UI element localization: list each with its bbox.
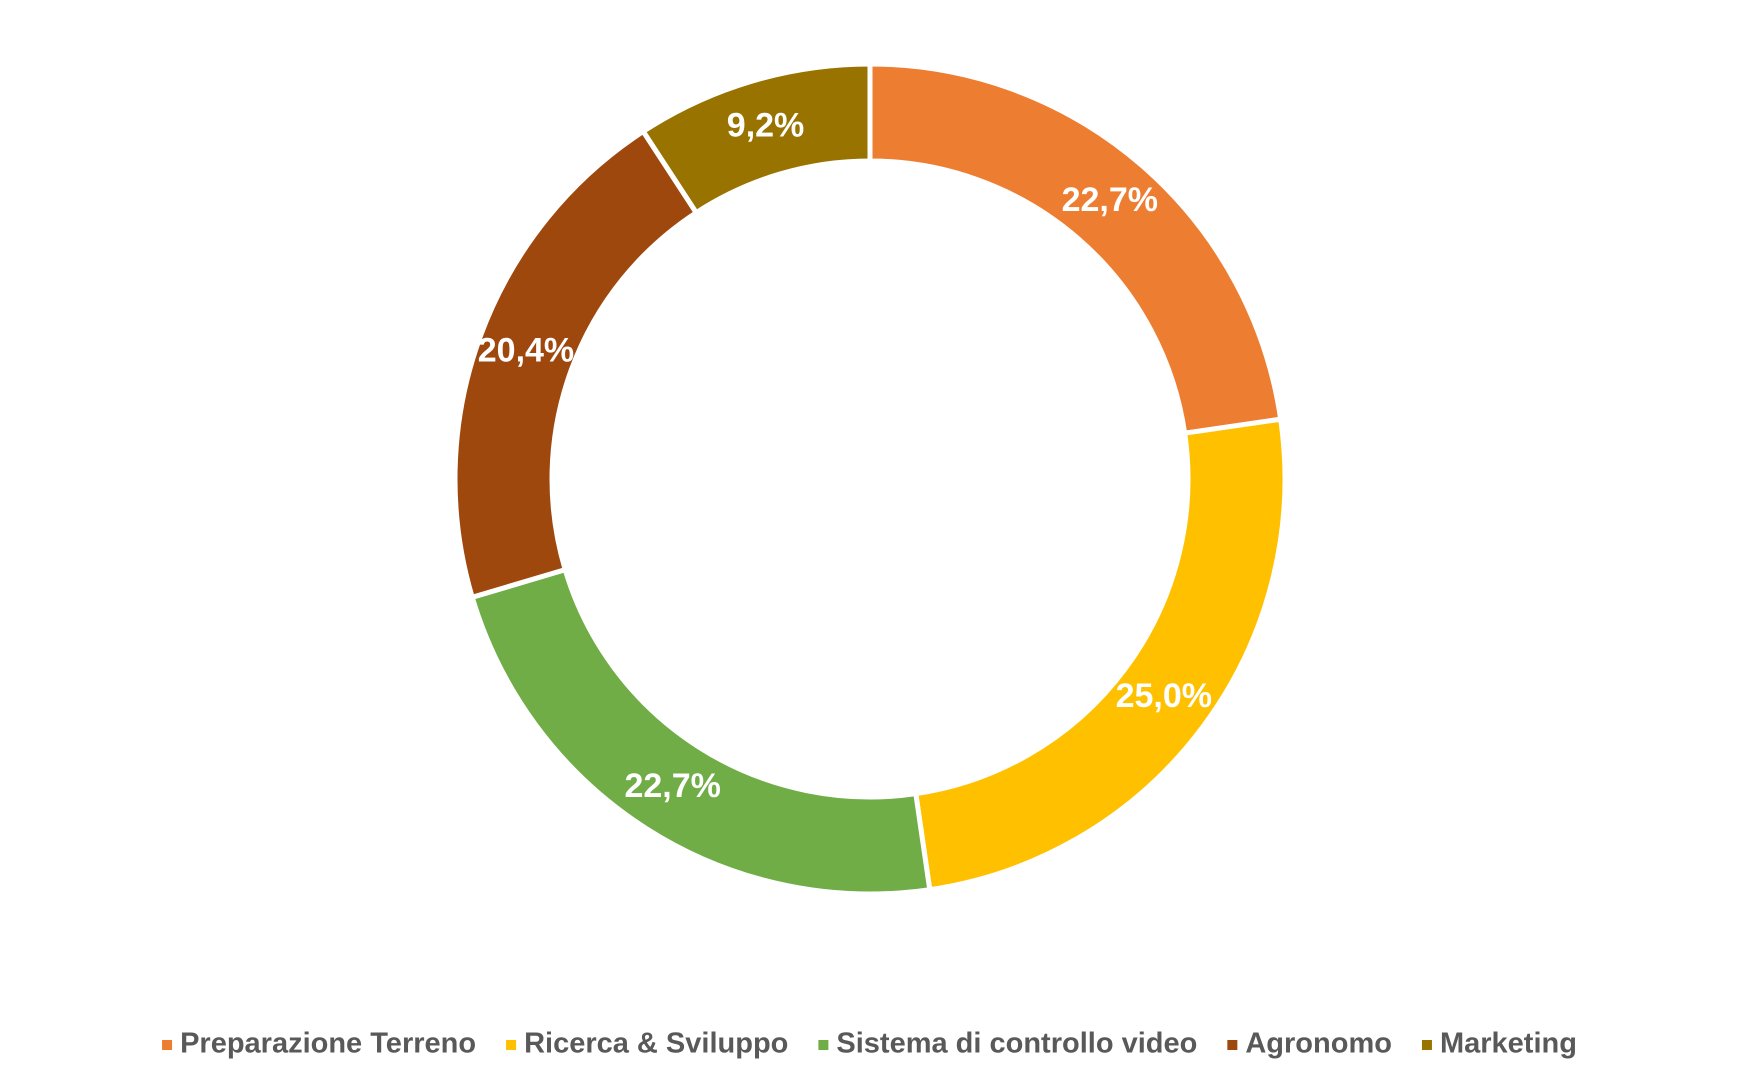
legend-marker (1421, 1040, 1432, 1050)
legend-marker (162, 1040, 173, 1050)
legend-label: Marketing (1440, 1028, 1577, 1060)
legend-label: Agronomo (1245, 1028, 1392, 1060)
legend: Preparazione Terreno Ricerca & Sviluppo Si… (162, 1028, 1577, 1060)
segment (639, 61, 873, 217)
legend-marker (506, 1040, 517, 1050)
legend-label: Sistema di controllo video (836, 1028, 1197, 1060)
legend-marker (1227, 1040, 1238, 1050)
segment (912, 416, 1288, 893)
legend-label: Preparazione Terreno (180, 1028, 476, 1060)
value-label: 22,7% (624, 767, 720, 805)
value-label: 9,2% (727, 107, 805, 145)
segment (469, 566, 933, 897)
segment (867, 61, 1284, 437)
value-label: 22,7% (1062, 181, 1158, 219)
legend-label: Ricerca & Sviluppo (524, 1028, 788, 1060)
legend-marker (818, 1040, 829, 1050)
value-label: 20,4% (478, 332, 574, 370)
value-label: 25,0% (1116, 677, 1212, 715)
